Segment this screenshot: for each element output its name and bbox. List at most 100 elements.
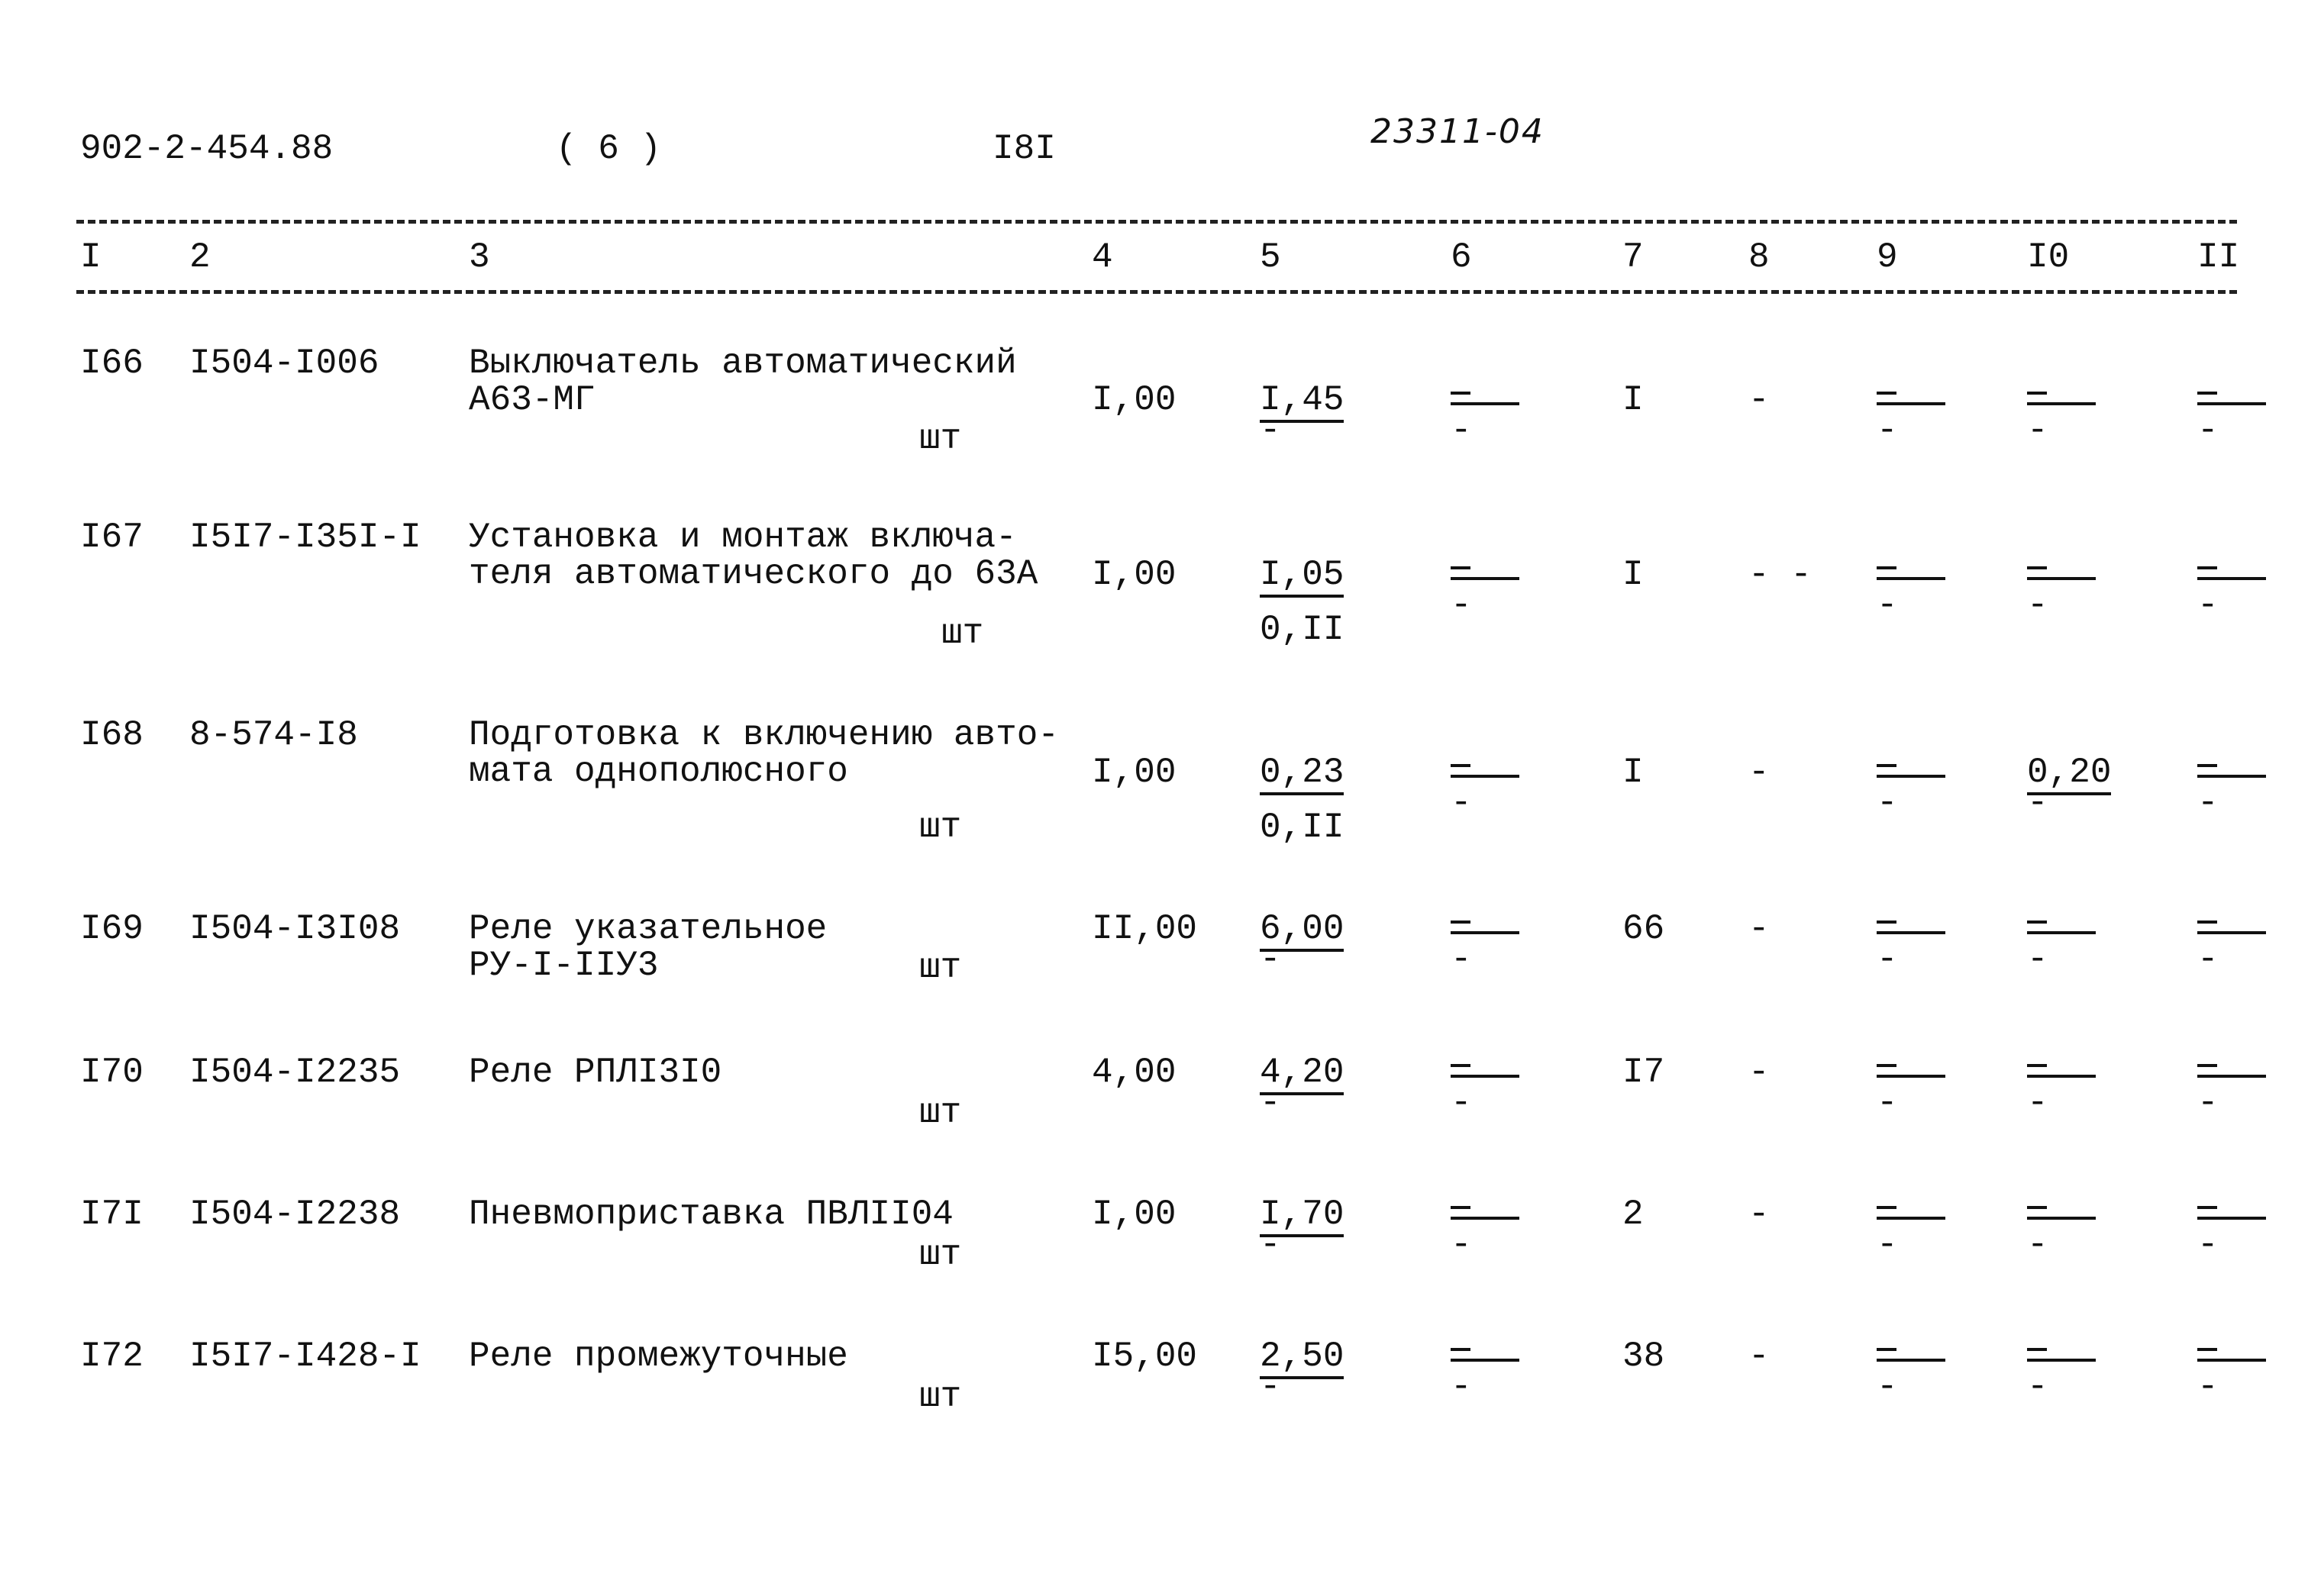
col7-value: I	[1622, 555, 1644, 595]
col6-sub-value: -	[1451, 411, 1472, 450]
col6-sub-value: -	[1451, 1225, 1472, 1265]
unit: шт	[919, 1377, 962, 1417]
dash-line	[1451, 392, 1470, 395]
col11-sub-value: -	[2197, 1225, 2219, 1265]
underline	[2027, 931, 2096, 934]
col11-mark	[2197, 753, 2266, 799]
underline	[2197, 1075, 2266, 1078]
row-number: I70	[80, 1053, 144, 1092]
quantity: I,00	[1092, 753, 1177, 792]
item-name-line: Реле указательное	[469, 909, 828, 949]
col10-sub-value: -	[2027, 1083, 2048, 1123]
handwritten-note: 23311-04	[1370, 112, 1545, 151]
col10-mark	[2027, 1337, 2096, 1383]
underline	[1877, 1075, 1945, 1078]
column-header: 8	[1748, 237, 1770, 277]
dash-line	[1451, 764, 1470, 767]
column-header: 5	[1260, 237, 1281, 277]
col5-value: 0,23	[1260, 753, 1344, 795]
column-header: 2	[189, 237, 211, 277]
column-header: 4	[1092, 237, 1113, 277]
dash-line	[2027, 392, 2047, 395]
col11-mark	[2197, 910, 2266, 956]
item-code: I504-I3I08	[189, 909, 401, 949]
dash-line	[1877, 392, 1896, 395]
dash-line	[1451, 1348, 1470, 1351]
col6-mark	[1451, 1053, 1519, 1099]
underline	[1877, 931, 1945, 934]
unit: шт	[919, 1093, 962, 1133]
dash-line	[1877, 921, 1896, 924]
underline	[2197, 1217, 2266, 1220]
col11-mark	[2197, 1195, 2266, 1241]
dash-line	[1877, 764, 1896, 767]
row-number: I72	[80, 1336, 144, 1376]
underline	[1451, 1075, 1519, 1078]
item-name-line: Выключатель автоматический	[469, 343, 1017, 383]
dash-line	[2197, 1348, 2217, 1351]
col9-mark	[1877, 753, 1945, 799]
col7-value: 2	[1622, 1195, 1644, 1234]
row-number: I68	[80, 715, 144, 755]
col5-value: 2,50	[1260, 1337, 1344, 1379]
dash-line	[1877, 1206, 1896, 1209]
header-divider-bottom	[76, 290, 2237, 294]
col10-mark	[2027, 556, 2096, 601]
dash-line	[1451, 566, 1470, 569]
col6-sub-value: -	[1451, 783, 1472, 823]
col10-mark	[2027, 910, 2096, 956]
item-name-line: Реле промежуточные	[469, 1336, 848, 1376]
row-number: I67	[80, 517, 144, 557]
col5-value: I,70	[1260, 1195, 1344, 1237]
dash-line	[1877, 1348, 1896, 1351]
col6-mark	[1451, 910, 1519, 956]
col7-value: I	[1622, 380, 1644, 420]
col6-sub-value: -	[1451, 1083, 1472, 1123]
dash-line	[2197, 921, 2217, 924]
col10-mark	[2027, 381, 2096, 427]
col11-sub-value: -	[2197, 1083, 2219, 1123]
unit: шт	[919, 948, 962, 988]
col11-mark	[2197, 556, 2266, 601]
underline	[1451, 1217, 1519, 1220]
item-name-line: мата однополюсного	[469, 752, 848, 792]
dash-line	[2027, 921, 2047, 924]
item-name-line: Подготовка к включению авто-	[469, 715, 1059, 755]
item-name-line: Реле РПЛI3I0	[469, 1053, 722, 1092]
underline	[2027, 577, 2096, 580]
col6-sub-value: -	[1451, 585, 1472, 625]
col6-mark	[1451, 1337, 1519, 1383]
col5-value: I,05	[1260, 556, 1344, 598]
unit: шт	[919, 419, 962, 459]
col9-sub-value: -	[1877, 1367, 1898, 1407]
column-header: I0	[2027, 237, 2070, 277]
underline	[2027, 402, 2096, 405]
col10-sub-value: -	[2027, 783, 2048, 823]
column-header: II	[2197, 237, 2240, 277]
item-code: I5I7-I35I-I	[189, 517, 421, 557]
quantity: I,00	[1092, 1195, 1177, 1234]
dash-line	[1877, 1064, 1896, 1067]
col5-value: 4,20	[1260, 1053, 1344, 1095]
col7-value: I	[1622, 753, 1644, 792]
dash-line	[2197, 1206, 2217, 1209]
col5-value: 6,00	[1260, 910, 1344, 952]
col6-mark	[1451, 381, 1519, 427]
page-number: I8I	[993, 129, 1056, 169]
column-header: 6	[1451, 237, 1472, 277]
col5-sub-value: -	[1260, 940, 1281, 979]
dash-line	[1451, 1206, 1470, 1209]
dash-line	[2027, 1064, 2047, 1067]
sheet-number: ( 6 )	[556, 129, 662, 169]
item-name-line: теля автоматического до 63А	[469, 554, 1038, 594]
item-name-line: А63-МГ	[469, 380, 596, 420]
quantity: I5,00	[1092, 1336, 1198, 1376]
item-code: I504-I2238	[189, 1195, 401, 1234]
col9-sub-value: -	[1877, 411, 1898, 450]
col9-mark	[1877, 1053, 1945, 1099]
underline	[1877, 1217, 1945, 1220]
item-name-line: РУ-I-IIУ3	[469, 946, 659, 985]
col5-sub-value: 0,II	[1260, 610, 1344, 650]
col5-sub-value: -	[1260, 411, 1281, 450]
col11-mark	[2197, 381, 2266, 427]
